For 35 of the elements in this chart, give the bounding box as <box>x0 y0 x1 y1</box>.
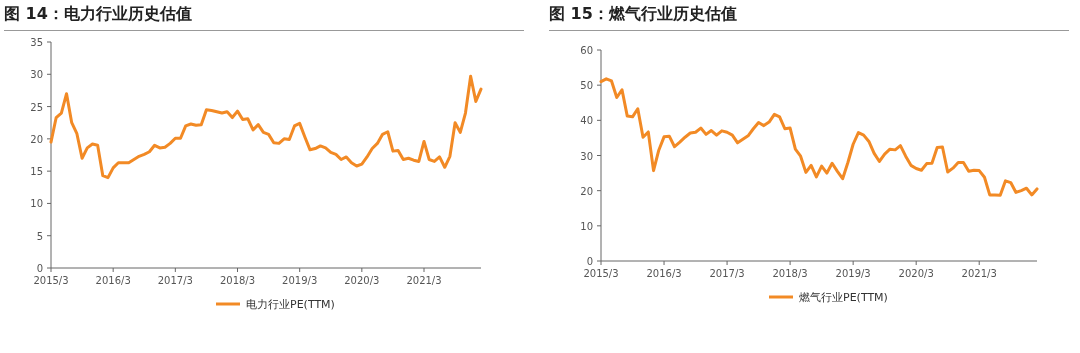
y-tick-label: 20 <box>30 133 43 145</box>
line-series <box>49 74 483 180</box>
chart-title: 图 15：燃气行业历史估值 <box>549 4 1069 31</box>
y-tick-label: 0 <box>586 256 593 267</box>
y-tick-label: 25 <box>30 101 43 113</box>
chart-title: 图 14：电力行业历史估值 <box>4 4 524 31</box>
y-tick-label: 35 <box>30 37 43 48</box>
y-tick-label: 10 <box>30 198 43 210</box>
x-tick-label: 2018/3 <box>772 268 808 279</box>
y-tick-label: 60 <box>580 45 593 56</box>
y-tick-label: 40 <box>580 115 593 127</box>
x-tick-label: 2015/3 <box>33 275 69 286</box>
x-tick-label: 2015/3 <box>583 268 619 279</box>
x-tick-label: 2016/3 <box>646 268 682 279</box>
x-tick-label: 2021/3 <box>406 275 442 286</box>
x-tick-label: 2017/3 <box>709 268 745 279</box>
x-tick-label: 2021/3 <box>961 268 997 279</box>
x-tick-label: 2020/3 <box>344 275 380 286</box>
x-tick-label: 2017/3 <box>157 275 193 286</box>
legend-label: 电力行业PE(TTM) <box>246 298 335 311</box>
x-tick-label: 2018/3 <box>219 275 256 286</box>
y-tick-label: 30 <box>580 150 593 162</box>
y-tick-label: 5 <box>36 230 43 242</box>
y-tick-label: 30 <box>30 69 43 81</box>
y-tick-label: 10 <box>580 220 593 232</box>
y-tick-label: 50 <box>580 80 593 92</box>
y-tick-label: 15 <box>30 166 43 178</box>
x-tick-label: 2016/3 <box>95 275 131 286</box>
y-tick-label: 20 <box>580 185 593 197</box>
line-series <box>599 77 1039 197</box>
legend-label: 燃气行业PE(TTM) <box>799 291 888 304</box>
x-tick-label: 2019/3 <box>835 268 871 279</box>
x-tick-label: 2020/3 <box>898 268 934 279</box>
x-tick-label: 2019/3 <box>282 275 318 286</box>
y-tick-label: 0 <box>36 263 43 274</box>
